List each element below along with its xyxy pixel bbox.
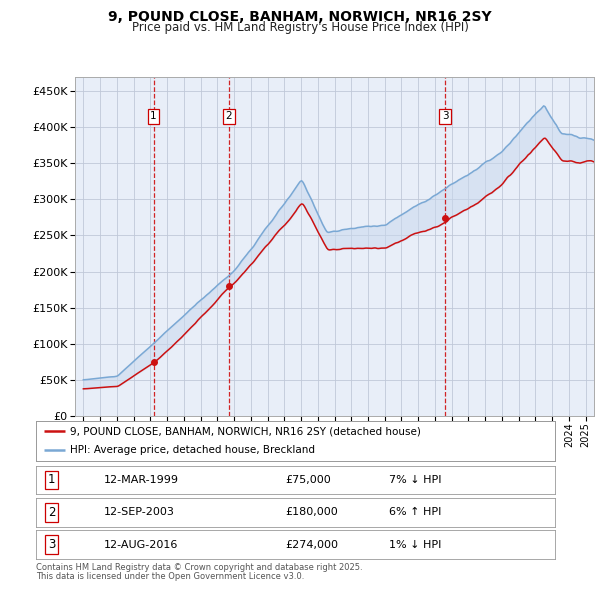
Text: 9, POUND CLOSE, BANHAM, NORWICH, NR16 2SY (detached house): 9, POUND CLOSE, BANHAM, NORWICH, NR16 2S…	[70, 427, 421, 436]
Text: £274,000: £274,000	[285, 540, 338, 550]
Text: £180,000: £180,000	[285, 507, 338, 517]
Text: 1: 1	[150, 112, 157, 122]
Text: 1: 1	[48, 473, 55, 487]
Text: £75,000: £75,000	[285, 475, 331, 485]
Text: HPI: Average price, detached house, Breckland: HPI: Average price, detached house, Brec…	[70, 445, 315, 455]
Text: 7% ↓ HPI: 7% ↓ HPI	[389, 475, 442, 485]
Text: 1% ↓ HPI: 1% ↓ HPI	[389, 540, 441, 550]
Text: 2: 2	[226, 112, 232, 122]
Text: Price paid vs. HM Land Registry's House Price Index (HPI): Price paid vs. HM Land Registry's House …	[131, 21, 469, 34]
Text: 3: 3	[48, 538, 55, 552]
Text: 12-SEP-2003: 12-SEP-2003	[103, 507, 175, 517]
Text: 9, POUND CLOSE, BANHAM, NORWICH, NR16 2SY: 9, POUND CLOSE, BANHAM, NORWICH, NR16 2S…	[108, 10, 492, 24]
Text: 12-MAR-1999: 12-MAR-1999	[103, 475, 178, 485]
Text: Contains HM Land Registry data © Crown copyright and database right 2025.: Contains HM Land Registry data © Crown c…	[36, 563, 362, 572]
Text: This data is licensed under the Open Government Licence v3.0.: This data is licensed under the Open Gov…	[36, 572, 304, 581]
Text: 12-AUG-2016: 12-AUG-2016	[103, 540, 178, 550]
Text: 6% ↑ HPI: 6% ↑ HPI	[389, 507, 441, 517]
Text: 2: 2	[48, 506, 55, 519]
Text: 3: 3	[442, 112, 448, 122]
